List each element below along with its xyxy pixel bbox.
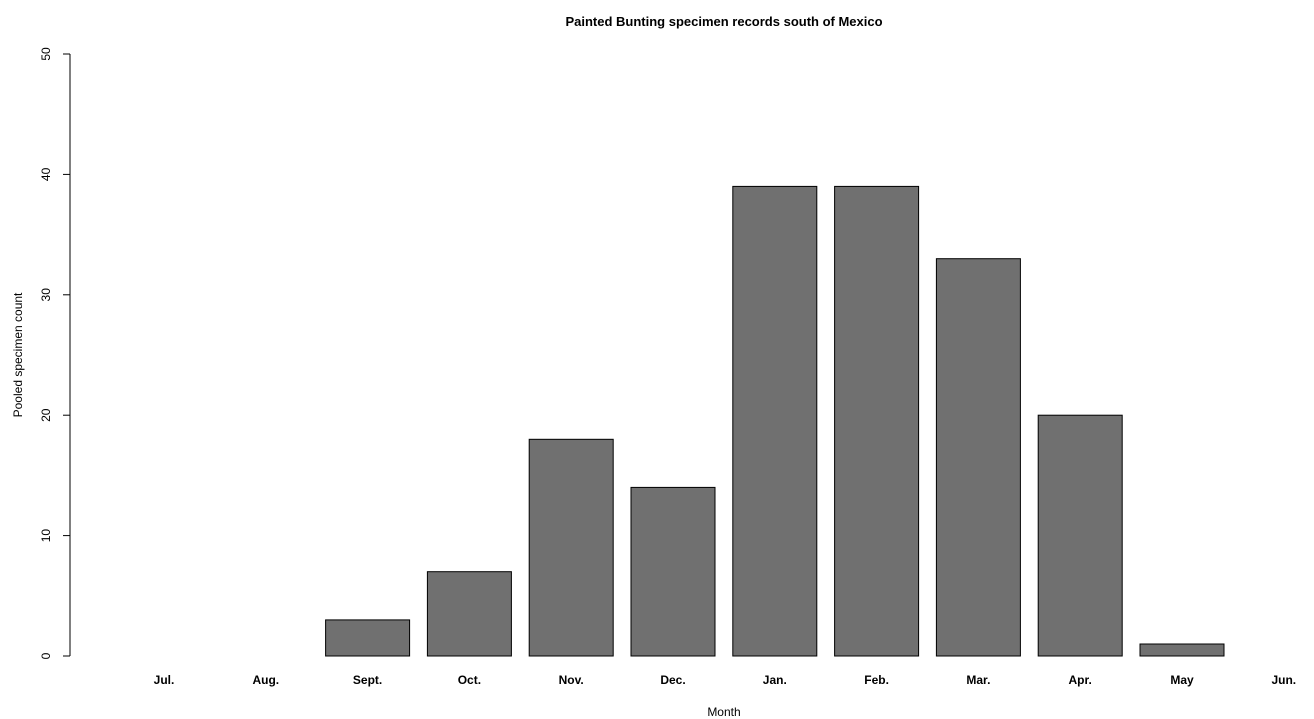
x-tick-label: Aug. — [252, 673, 279, 687]
x-tick-label: Jun. — [1271, 673, 1296, 687]
x-tick-label: Jul. — [154, 673, 175, 687]
chart-title: Painted Bunting specimen records south o… — [565, 14, 882, 29]
bar — [732, 185, 818, 657]
y-tick-label: 30 — [39, 288, 53, 302]
x-tick-label: Oct. — [458, 673, 481, 687]
bar — [935, 258, 1021, 657]
x-tick-label: Sept. — [353, 673, 382, 687]
y-tick-label: 40 — [39, 167, 53, 181]
x-tick-label: Apr. — [1069, 673, 1092, 687]
x-axis-label: Month — [707, 705, 740, 719]
bar — [834, 185, 920, 657]
bar — [630, 486, 716, 657]
bar — [325, 619, 411, 657]
x-tick-label: May — [1170, 673, 1194, 687]
x-axis-labels: Jul. Aug. Sept. Oct. Nov. Dec. Jan. Feb. Mar. Apr… — [154, 673, 1296, 687]
y-axis-label: Pooled specimen count — [11, 292, 25, 417]
bar — [528, 438, 614, 657]
y-axis: 0 10 20 30 40 50 — [39, 47, 71, 659]
bar — [1139, 643, 1225, 657]
y-tick-label: 0 — [39, 652, 53, 659]
x-tick-label: Feb. — [864, 673, 889, 687]
x-tick-label: Dec. — [660, 673, 685, 687]
bar — [426, 571, 512, 657]
y-tick-label: 20 — [39, 408, 53, 422]
bars — [325, 185, 1225, 657]
x-tick-label: Jan. — [763, 673, 787, 687]
bar — [1037, 414, 1123, 657]
x-tick-label: Mar. — [966, 673, 990, 687]
x-tick-label: Nov. — [559, 673, 584, 687]
y-tick-label: 10 — [39, 529, 53, 543]
y-tick-label: 50 — [39, 47, 53, 61]
